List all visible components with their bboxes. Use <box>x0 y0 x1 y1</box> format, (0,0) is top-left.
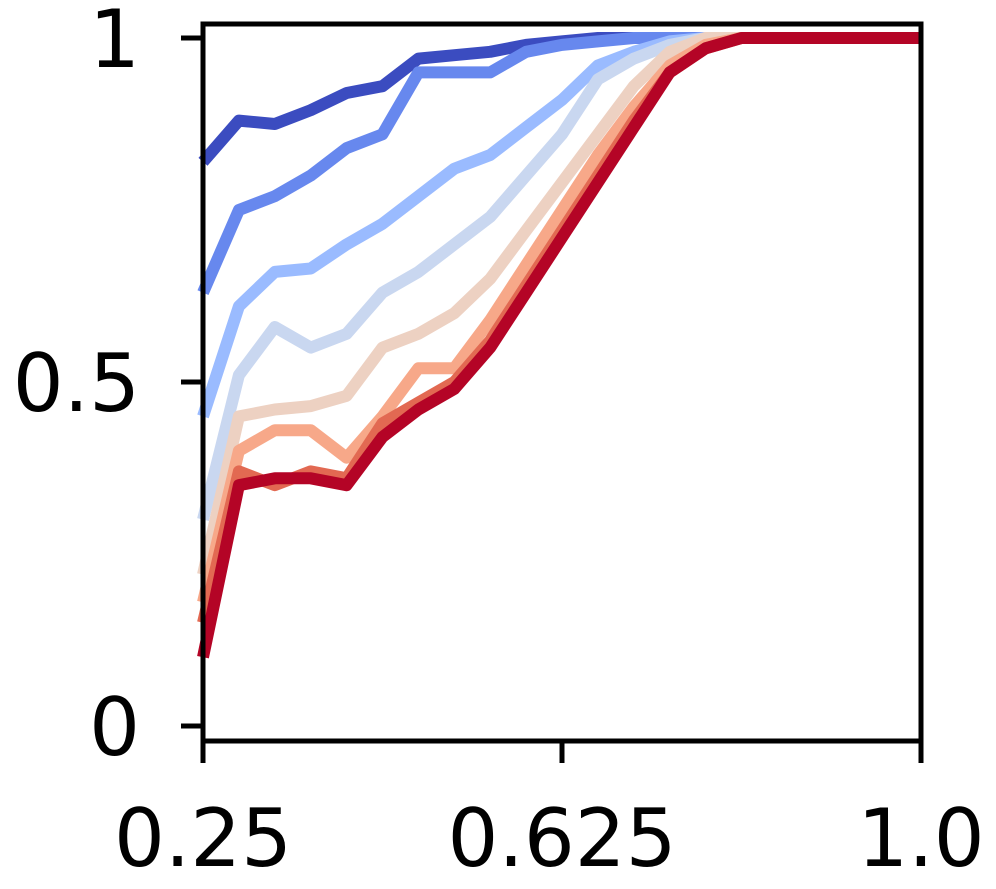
x-tick-label: 0.625 <box>447 792 676 885</box>
x-axis: 0.25 0.625 1.0 <box>114 741 985 885</box>
y-tick-label: 0.5 <box>13 337 140 430</box>
y-axis: 00.51 <box>13 0 203 774</box>
series-line-8 <box>197 32 921 659</box>
series-layer <box>197 32 921 659</box>
series-line-5 <box>197 32 921 576</box>
x-tick-label: 1.0 <box>857 792 984 885</box>
y-tick-label: 0 <box>89 681 140 774</box>
y-tick-label: 1 <box>89 0 140 86</box>
x-tick-label: 0.25 <box>114 792 292 885</box>
series-line-6 <box>197 32 921 604</box>
series-line-2 <box>197 32 921 295</box>
